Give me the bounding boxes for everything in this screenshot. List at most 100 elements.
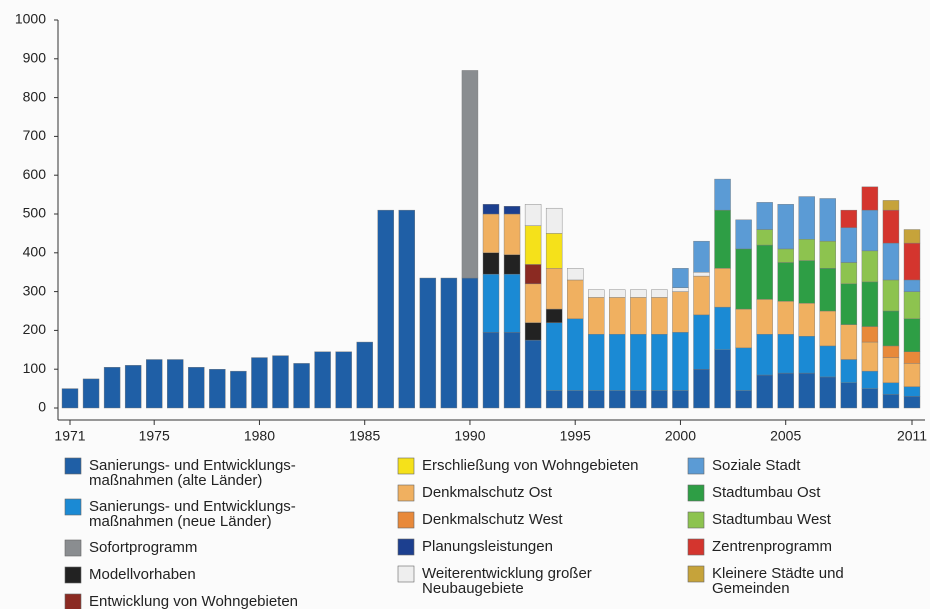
y-tick-label: 100 <box>23 360 47 376</box>
bar-segment <box>735 308 752 349</box>
bar-segment <box>777 372 794 409</box>
bar-segment <box>861 341 879 372</box>
bar-segment <box>482 252 500 275</box>
bar-segment <box>61 388 79 409</box>
legend-label: Planungsleistungen <box>422 538 553 555</box>
bar-segment <box>840 227 858 263</box>
bar-segment <box>735 248 752 310</box>
bar-segment <box>882 345 900 358</box>
bar-segment <box>819 240 836 269</box>
bar-segment <box>693 369 710 409</box>
x-tick-label: 1990 <box>454 428 485 444</box>
bar-segment <box>503 254 521 275</box>
bar-segment <box>714 349 731 409</box>
bar-segment <box>545 390 563 409</box>
bar-segment <box>335 351 352 409</box>
bar-segment <box>882 310 900 347</box>
bar-segment <box>588 334 605 391</box>
y-tick-label: 200 <box>23 321 47 337</box>
bar-segment <box>840 324 858 360</box>
bar-segment <box>251 357 268 409</box>
bar-segment <box>672 268 689 288</box>
legend-label: Soziale Stadt <box>712 457 801 474</box>
bar-segment <box>651 390 668 409</box>
y-tick-label: 500 <box>23 205 47 221</box>
y-tick-label: 900 <box>23 50 47 66</box>
bar-segment <box>798 196 815 240</box>
bar-segment <box>903 279 921 292</box>
legend-swatch <box>687 538 705 556</box>
bar-segment <box>756 374 773 409</box>
bar-segment <box>882 279 900 312</box>
x-tick-label: 2011 <box>897 428 927 444</box>
bar-segment <box>461 70 479 279</box>
bar-segment <box>272 355 289 409</box>
bar-segment <box>545 322 563 391</box>
x-tick-label: 1971 <box>54 428 85 444</box>
bar-segment <box>903 386 921 397</box>
legend-swatch <box>64 457 82 475</box>
bar-segment <box>82 378 100 409</box>
bar-segment <box>398 209 415 409</box>
bar-segment <box>735 219 752 250</box>
bar-segment <box>882 394 900 409</box>
bar-segment <box>524 339 542 409</box>
bar-segment <box>356 341 373 409</box>
bar-segment <box>819 376 836 409</box>
bar-segment <box>798 260 815 304</box>
bar-segment <box>524 204 542 226</box>
bar-segment <box>798 239 815 261</box>
bar-segment <box>693 275 710 316</box>
bar-segment <box>903 242 921 281</box>
x-tick-label: 2005 <box>770 428 801 444</box>
bar-segment <box>461 277 479 409</box>
bar-segment <box>861 326 879 343</box>
bar-segment <box>145 359 163 409</box>
y-tick-label: 600 <box>23 166 47 182</box>
bar-segment <box>524 225 542 265</box>
bar-segment <box>230 370 247 409</box>
bar-segment <box>630 289 647 298</box>
legend-label: Weiterentwicklung großer Neubaugebiete <box>422 565 592 597</box>
legend-label: Modellvorhaben <box>89 566 196 583</box>
bar-segment <box>167 359 184 409</box>
bar-segment <box>651 289 668 298</box>
bar-segment <box>756 334 773 376</box>
bar-segment <box>882 242 900 281</box>
bar-segment <box>903 229 921 244</box>
bar-segment <box>693 272 710 277</box>
bar-segment <box>545 207 563 234</box>
y-tick-label: 300 <box>23 282 47 298</box>
bar-segment <box>756 244 773 300</box>
bar-segment <box>735 390 752 409</box>
y-tick-label: 800 <box>23 88 47 104</box>
bar-segment <box>545 233 563 269</box>
bar-segment <box>567 318 584 391</box>
bar-segment <box>651 334 668 391</box>
x-tick-label: 1995 <box>560 428 591 444</box>
bar-segment <box>419 277 437 409</box>
legend-swatch <box>64 498 82 516</box>
legend-label: Sanierungs- und Entwicklungs-maßnahmen (… <box>89 498 296 530</box>
bar-segment <box>882 382 900 395</box>
y-tick-label: 1000 <box>15 11 46 27</box>
legend-label: Sofortprogramm <box>89 539 197 556</box>
bar-segment <box>714 178 731 211</box>
bar-segment <box>819 268 836 312</box>
legend-swatch <box>687 565 705 583</box>
bar-segment <box>819 310 836 347</box>
bar-segment <box>524 264 542 285</box>
bar-segment <box>377 209 394 409</box>
legend-label: Denkmalschutz Ost <box>422 484 553 501</box>
bar-segment <box>777 204 794 250</box>
bar-segment <box>903 396 921 409</box>
legend-label: Denkmalschutz West <box>422 511 563 528</box>
bar-segment <box>482 332 500 409</box>
bar-segment <box>524 283 542 323</box>
bar-segment <box>882 209 900 244</box>
bar-segment <box>861 370 879 389</box>
bar-segment <box>630 334 647 391</box>
bar-segment <box>861 250 879 283</box>
bar-segment <box>651 297 668 335</box>
bar-segment <box>588 297 605 335</box>
